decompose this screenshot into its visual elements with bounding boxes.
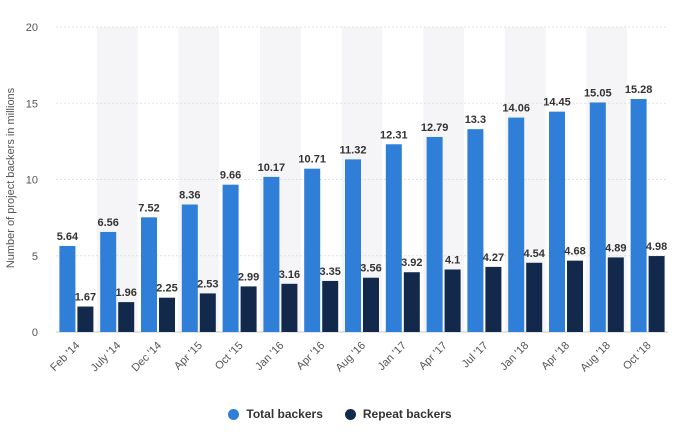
legend-label-repeat-backers: Repeat backers — [362, 407, 452, 421]
value-label-total-backers: 5.64 — [57, 231, 79, 243]
x-tick-label: Apr '17 — [417, 340, 450, 373]
x-axis-labels: Feb '14 July '14 Dec '14 Apr '15 Oct '15 Jan … — [48, 340, 653, 375]
bar-repeat-backers[interactable] — [567, 260, 583, 332]
value-label-total-backers: 10.71 — [298, 154, 326, 166]
bar-total-backers[interactable] — [508, 117, 525, 333]
value-label-repeat-backers: 3.35 — [319, 266, 340, 278]
value-label-total-backers: 7.52 — [138, 202, 159, 214]
y-tick-label: 10 — [26, 175, 38, 187]
bar-repeat-backers[interactable] — [240, 286, 257, 332]
value-label-total-backers: 14.06 — [502, 103, 530, 115]
value-label-total-backers: 9.66 — [220, 170, 241, 182]
x-tick-label: Aug '16 — [333, 340, 368, 375]
bar-repeat-backers[interactable] — [648, 256, 665, 332]
bar-total-backers[interactable] — [59, 245, 76, 332]
bar-total-backers[interactable] — [181, 204, 198, 332]
bar-repeat-backers[interactable] — [199, 293, 216, 332]
value-label-total-backers: 8.36 — [179, 190, 200, 202]
legend-marker-total-backers — [228, 408, 240, 420]
value-label-total-backers: 13.3 — [465, 114, 486, 126]
legend-label-total-backers: Total backers — [246, 407, 323, 421]
bars — [59, 98, 665, 333]
legend-item-repeat-backers[interactable]: Repeat backers — [344, 407, 452, 421]
grid-lines — [56, 26, 668, 333]
value-label-total-backers: 11.32 — [340, 144, 367, 156]
value-label-repeat-backers: 1.96 — [115, 287, 136, 299]
x-tick-label: Apr '15 — [172, 340, 205, 373]
x-tick-label: Apr '16 — [294, 340, 327, 373]
x-tick-label: Jan '17 — [376, 340, 409, 373]
bar-repeat-backers[interactable] — [485, 266, 502, 332]
value-label-repeat-backers: 2.99 — [238, 271, 259, 283]
value-label-repeat-backers: 2.25 — [156, 283, 177, 295]
value-label-repeat-backers: 4.89 — [605, 242, 626, 254]
value-label-repeat-backers: 4.68 — [564, 246, 585, 258]
x-tick-label: Feb '14 — [48, 340, 82, 374]
value-label-total-backers: 15.28 — [625, 84, 653, 96]
legend-marker-repeat-backers — [344, 408, 356, 420]
x-tick-label: July '14 — [89, 340, 124, 375]
bar-total-backers[interactable] — [426, 136, 443, 332]
y-tick-label: 15 — [26, 98, 38, 110]
bar-total-backers[interactable] — [304, 168, 321, 332]
bar-total-backers[interactable] — [263, 176, 280, 332]
x-tick-label: Oct '15 — [213, 340, 246, 373]
value-label-repeat-backers: 1.67 — [75, 292, 96, 304]
bar-repeat-backers[interactable] — [322, 280, 339, 332]
value-label-repeat-backers: 3.16 — [279, 269, 300, 281]
bar-repeat-backers[interactable] — [281, 283, 298, 332]
x-tick-label: Jul '17 — [460, 340, 491, 371]
bar-repeat-backers[interactable] — [403, 272, 420, 332]
y-tick-label: 5 — [32, 251, 38, 263]
x-tick-label: Apr '18 — [539, 340, 572, 373]
value-label-repeat-backers: 3.92 — [401, 257, 422, 269]
bar-total-backers[interactable] — [100, 231, 117, 332]
bar-repeat-backers[interactable] — [118, 302, 135, 332]
bar-total-backers[interactable] — [630, 98, 647, 332]
bar-repeat-backers[interactable] — [159, 297, 175, 332]
bar-repeat-backers[interactable] — [607, 257, 624, 332]
legend: Total backers Repeat backers — [0, 404, 680, 424]
x-tick-label: Aug '18 — [578, 340, 613, 375]
bar-total-backers[interactable] — [467, 129, 484, 332]
bar-repeat-backers[interactable] — [77, 306, 94, 332]
value-label-repeat-backers: 4.54 — [523, 248, 545, 260]
x-tick-label: Dec '14 — [130, 340, 165, 375]
value-labels: 5.64 1.67 6.56 1.96 7.52 2.25 8.36 2.53 9.66 2.99… — [57, 84, 668, 304]
bar-total-backers[interactable] — [589, 102, 606, 332]
x-tick-label: Jan '18 — [498, 340, 531, 373]
legend-item-total-backers[interactable]: Total backers — [228, 407, 323, 421]
bar-repeat-backers[interactable] — [444, 269, 461, 332]
y-tick-label: 0 — [32, 327, 38, 339]
value-label-repeat-backers: 3.56 — [360, 263, 381, 275]
bar-total-backers[interactable] — [141, 217, 157, 332]
bar-total-backers[interactable] — [549, 111, 565, 332]
value-label-repeat-backers: 4.27 — [483, 252, 504, 264]
bar-total-backers[interactable] — [345, 159, 361, 332]
x-tick-label: Jan '16 — [253, 340, 286, 373]
value-label-repeat-backers: 4.1 — [445, 254, 460, 266]
value-label-total-backers: 6.56 — [97, 217, 118, 229]
y-axis-title: Number of project backers in millions — [5, 87, 17, 268]
y-tick-label: 20 — [26, 22, 38, 34]
value-label-total-backers: 10.17 — [258, 162, 286, 174]
value-label-repeat-backers: 4.98 — [646, 241, 667, 253]
value-label-total-backers: 15.05 — [584, 87, 612, 99]
y-axis-ticks: 0 5 10 15 20 — [26, 22, 38, 339]
value-label-total-backers: 12.31 — [380, 129, 408, 141]
bar-repeat-backers[interactable] — [526, 262, 543, 332]
bar-repeat-backers[interactable] — [363, 277, 379, 332]
value-label-total-backers: 12.79 — [421, 122, 449, 134]
x-tick-label: Oct '18 — [621, 340, 654, 373]
bar-total-backers[interactable] — [385, 144, 402, 332]
bar-total-backers[interactable] — [222, 184, 239, 332]
value-label-total-backers: 14.45 — [543, 97, 571, 109]
value-label-repeat-backers: 2.53 — [197, 278, 218, 290]
